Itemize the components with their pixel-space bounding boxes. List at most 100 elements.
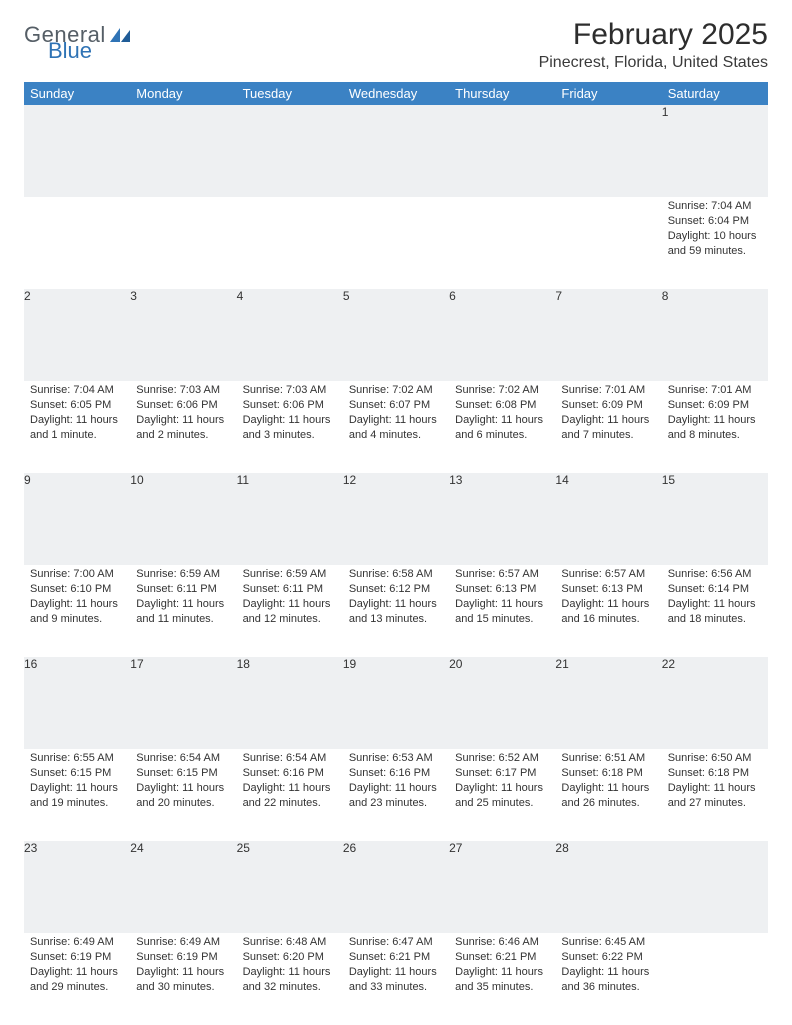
day-number: 12 [343,473,449,565]
daylight2-text: and 8 minutes. [668,428,762,443]
weekday-header: Monday [130,82,236,105]
daylight2-text: and 35 minutes. [455,980,549,995]
sunset-text: Sunset: 6:20 PM [243,950,337,965]
title-block: February 2025 Pinecrest, Florida, United… [539,18,768,72]
daylight2-text: and 20 minutes. [136,796,230,811]
daylight1-text: Daylight: 11 hours [243,965,337,980]
daylight2-text: and 36 minutes. [561,980,655,995]
sunset-text: Sunset: 6:21 PM [349,950,443,965]
day-cell: Sunrise: 7:00 AMSunset: 6:10 PMDaylight:… [24,565,130,657]
day-number: 1 [662,105,768,197]
sunset-text: Sunset: 6:06 PM [136,398,230,413]
daylight1-text: Daylight: 11 hours [668,781,762,796]
week-row: Sunrise: 7:04 AMSunset: 6:04 PMDaylight:… [24,197,768,289]
daylight2-text: and 12 minutes. [243,612,337,627]
sunrise-text: Sunrise: 6:59 AM [136,567,230,582]
day-number: 3 [130,289,236,381]
daylight2-text: and 3 minutes. [243,428,337,443]
logo: General Blue [24,18,130,62]
day-details: Sunrise: 6:55 AMSunset: 6:15 PMDaylight:… [24,749,130,816]
sunrise-text: Sunrise: 6:45 AM [561,935,655,950]
sunrise-text: Sunrise: 7:00 AM [30,567,124,582]
sunrise-text: Sunrise: 7:03 AM [243,383,337,398]
day-number: 15 [662,473,768,565]
calendar-header: SundayMondayTuesdayWednesdayThursdayFrid… [24,82,768,105]
day-number-row: 16171819202122 [24,657,768,749]
day-number: 10 [130,473,236,565]
sunrise-text: Sunrise: 7:04 AM [30,383,124,398]
daylight2-text: and 33 minutes. [349,980,443,995]
calendar-page: General Blue February 2025 Pinecrest, Fl… [0,0,792,612]
page-title: February 2025 [539,18,768,52]
weekday-header: Saturday [662,82,768,105]
week-row: Sunrise: 7:00 AMSunset: 6:10 PMDaylight:… [24,565,768,657]
sunset-text: Sunset: 6:11 PM [243,582,337,597]
day-cell [130,197,236,289]
daylight2-text: and 15 minutes. [455,612,549,627]
day-details: Sunrise: 6:53 AMSunset: 6:16 PMDaylight:… [343,749,449,816]
day-cell: Sunrise: 6:59 AMSunset: 6:11 PMDaylight:… [237,565,343,657]
daylight2-text: and 32 minutes. [243,980,337,995]
daylight1-text: Daylight: 11 hours [349,781,443,796]
sunset-text: Sunset: 6:12 PM [349,582,443,597]
daylight2-text: and 18 minutes. [668,612,762,627]
sunrise-text: Sunrise: 7:04 AM [668,199,762,214]
day-number: 20 [449,657,555,749]
daylight2-text: and 9 minutes. [30,612,124,627]
day-number: 4 [237,289,343,381]
sunrise-text: Sunrise: 6:57 AM [455,567,549,582]
day-details: Sunrise: 6:54 AMSunset: 6:16 PMDaylight:… [237,749,343,816]
day-details: Sunrise: 6:50 AMSunset: 6:18 PMDaylight:… [662,749,768,816]
day-number: 11 [237,473,343,565]
daylight1-text: Daylight: 11 hours [561,781,655,796]
sunset-text: Sunset: 6:18 PM [668,766,762,781]
daylight1-text: Daylight: 11 hours [30,965,124,980]
sunset-text: Sunset: 6:18 PM [561,766,655,781]
sunset-text: Sunset: 6:17 PM [455,766,549,781]
day-cell: Sunrise: 6:49 AMSunset: 6:19 PMDaylight:… [24,933,130,1025]
day-details: Sunrise: 6:49 AMSunset: 6:19 PMDaylight:… [24,933,130,1000]
weekday-header: Thursday [449,82,555,105]
sunrise-text: Sunrise: 6:52 AM [455,751,549,766]
day-details: Sunrise: 7:02 AMSunset: 6:08 PMDaylight:… [449,381,555,448]
sunrise-text: Sunrise: 6:48 AM [243,935,337,950]
sunset-text: Sunset: 6:15 PM [136,766,230,781]
daylight2-text: and 30 minutes. [136,980,230,995]
sunrise-text: Sunrise: 6:49 AM [136,935,230,950]
daylight1-text: Daylight: 11 hours [136,597,230,612]
day-cell: Sunrise: 7:04 AMSunset: 6:05 PMDaylight:… [24,381,130,473]
logo-text: General Blue [24,24,130,62]
daylight2-text: and 2 minutes. [136,428,230,443]
daylight1-text: Daylight: 11 hours [349,413,443,428]
sunrise-text: Sunrise: 6:49 AM [30,935,124,950]
day-number: 8 [662,289,768,381]
day-details: Sunrise: 6:45 AMSunset: 6:22 PMDaylight:… [555,933,661,1000]
daylight1-text: Daylight: 11 hours [455,781,549,796]
day-cell: Sunrise: 7:04 AMSunset: 6:04 PMDaylight:… [662,197,768,289]
sunset-text: Sunset: 6:08 PM [455,398,549,413]
sunset-text: Sunset: 6:21 PM [455,950,549,965]
sunset-text: Sunset: 6:14 PM [668,582,762,597]
daylight2-text: and 4 minutes. [349,428,443,443]
sunset-text: Sunset: 6:15 PM [30,766,124,781]
day-number: 17 [130,657,236,749]
day-cell: Sunrise: 6:57 AMSunset: 6:13 PMDaylight:… [555,565,661,657]
day-details: Sunrise: 6:51 AMSunset: 6:18 PMDaylight:… [555,749,661,816]
sunset-text: Sunset: 6:07 PM [349,398,443,413]
sunrise-text: Sunrise: 7:02 AM [455,383,549,398]
day-cell: Sunrise: 6:48 AMSunset: 6:20 PMDaylight:… [237,933,343,1025]
day-cell: Sunrise: 6:57 AMSunset: 6:13 PMDaylight:… [449,565,555,657]
daylight2-text: and 25 minutes. [455,796,549,811]
day-number: 14 [555,473,661,565]
day-details: Sunrise: 7:04 AMSunset: 6:04 PMDaylight:… [662,197,768,264]
daylight2-text: and 19 minutes. [30,796,124,811]
day-details: Sunrise: 6:52 AMSunset: 6:17 PMDaylight:… [449,749,555,816]
daylight1-text: Daylight: 11 hours [30,781,124,796]
day-number: 6 [449,289,555,381]
sunset-text: Sunset: 6:09 PM [668,398,762,413]
daylight1-text: Daylight: 11 hours [455,413,549,428]
daylight2-text: and 59 minutes. [668,244,762,259]
sunrise-text: Sunrise: 6:58 AM [349,567,443,582]
sunrise-text: Sunrise: 6:46 AM [455,935,549,950]
daylight1-text: Daylight: 11 hours [455,965,549,980]
